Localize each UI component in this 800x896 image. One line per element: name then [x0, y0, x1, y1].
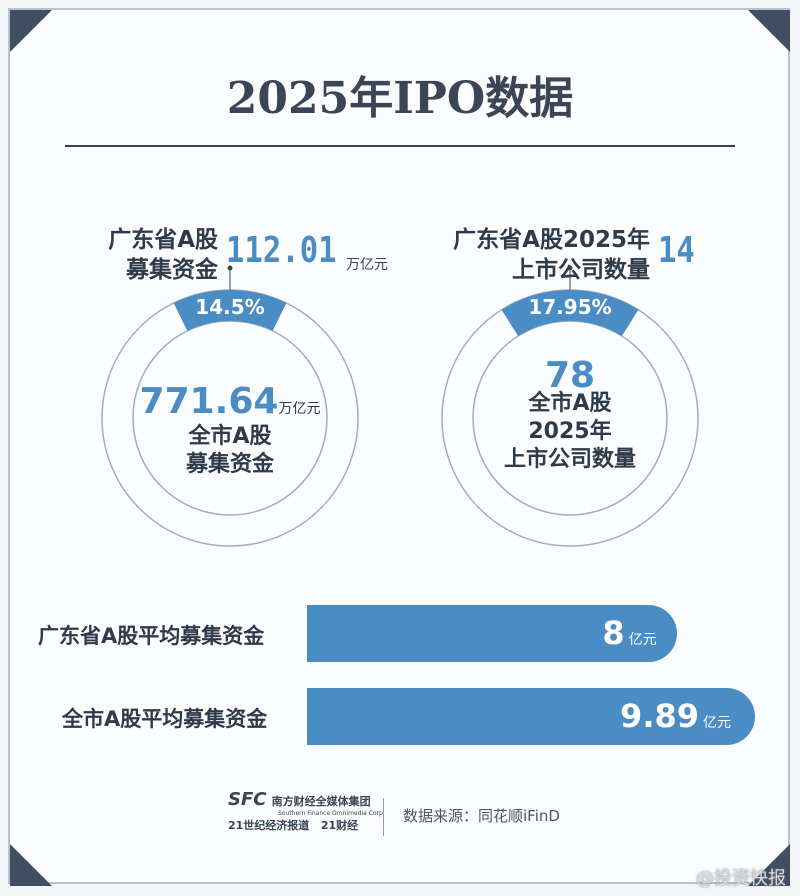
donut-percent-label: 17.95% — [528, 295, 611, 319]
corner-decoration — [748, 844, 790, 886]
title-divider — [65, 145, 735, 147]
bar-value: 9.89 亿元 — [620, 697, 731, 735]
donut-inner-ring — [132, 320, 328, 516]
pointer-dot — [227, 265, 233, 271]
left-unit: 万亿元 — [346, 257, 388, 273]
left-center: 771.64万亿元 全市A股 募集资金 — [120, 384, 340, 479]
pointer-dot — [567, 265, 573, 271]
right-label-line2: 上市公司数量 — [512, 257, 650, 283]
bar: 8 亿元 — [307, 605, 677, 662]
bar: 9.89 亿元 — [307, 688, 755, 745]
left-center-line1: 全市A股 — [188, 424, 272, 449]
bar-label: 全市A股平均募集资金 — [62, 707, 268, 731]
bar-label: 广东省A股平均募集资金 — [38, 624, 265, 648]
right-center: 78 全市A股 2025年 上市公司数量 — [470, 355, 670, 474]
right-label: 广东省A股2025年 上市公司数量 — [428, 225, 650, 285]
left-label-line1: 广东省A股 — [108, 227, 218, 253]
page-title: 2025年IPO数据 — [226, 73, 574, 124]
data-source: 数据来源：同花顺iFinD — [403, 807, 560, 825]
corner-decoration — [748, 10, 790, 52]
left-center-value: 771.64 — [139, 381, 279, 422]
corner-decoration — [10, 844, 52, 886]
corner-decoration — [10, 10, 52, 52]
left-label-line2: 募集资金 — [126, 257, 218, 283]
right-center-value: 78 — [544, 355, 596, 396]
donut-highlight-segment — [501, 290, 639, 337]
footer-divider — [383, 798, 384, 836]
bar-value: 8 亿元 — [602, 614, 657, 652]
right-center-line1: 全市A股 — [528, 391, 612, 416]
watermark: @投资快报 — [696, 868, 786, 889]
right-label-line1: 广东省A股2025年 — [453, 227, 650, 253]
donut-percent-label: 14.5% — [195, 295, 264, 319]
left-center-line2: 募集资金 — [185, 452, 274, 477]
publisher-logo: SFC 南方财经全媒体集团 Southern Finance Omnimedia… — [228, 789, 385, 832]
left-label: 广东省A股 募集资金 — [98, 225, 218, 285]
donut-highlight-segment — [173, 289, 287, 331]
right-center-line3: 上市公司数量 — [503, 447, 636, 472]
right-value: 14 — [658, 230, 695, 271]
left-value: 112.01 — [226, 230, 337, 271]
right-center-line2: 2025年 — [528, 419, 612, 444]
left-center-unit: 万亿元 — [278, 401, 321, 417]
